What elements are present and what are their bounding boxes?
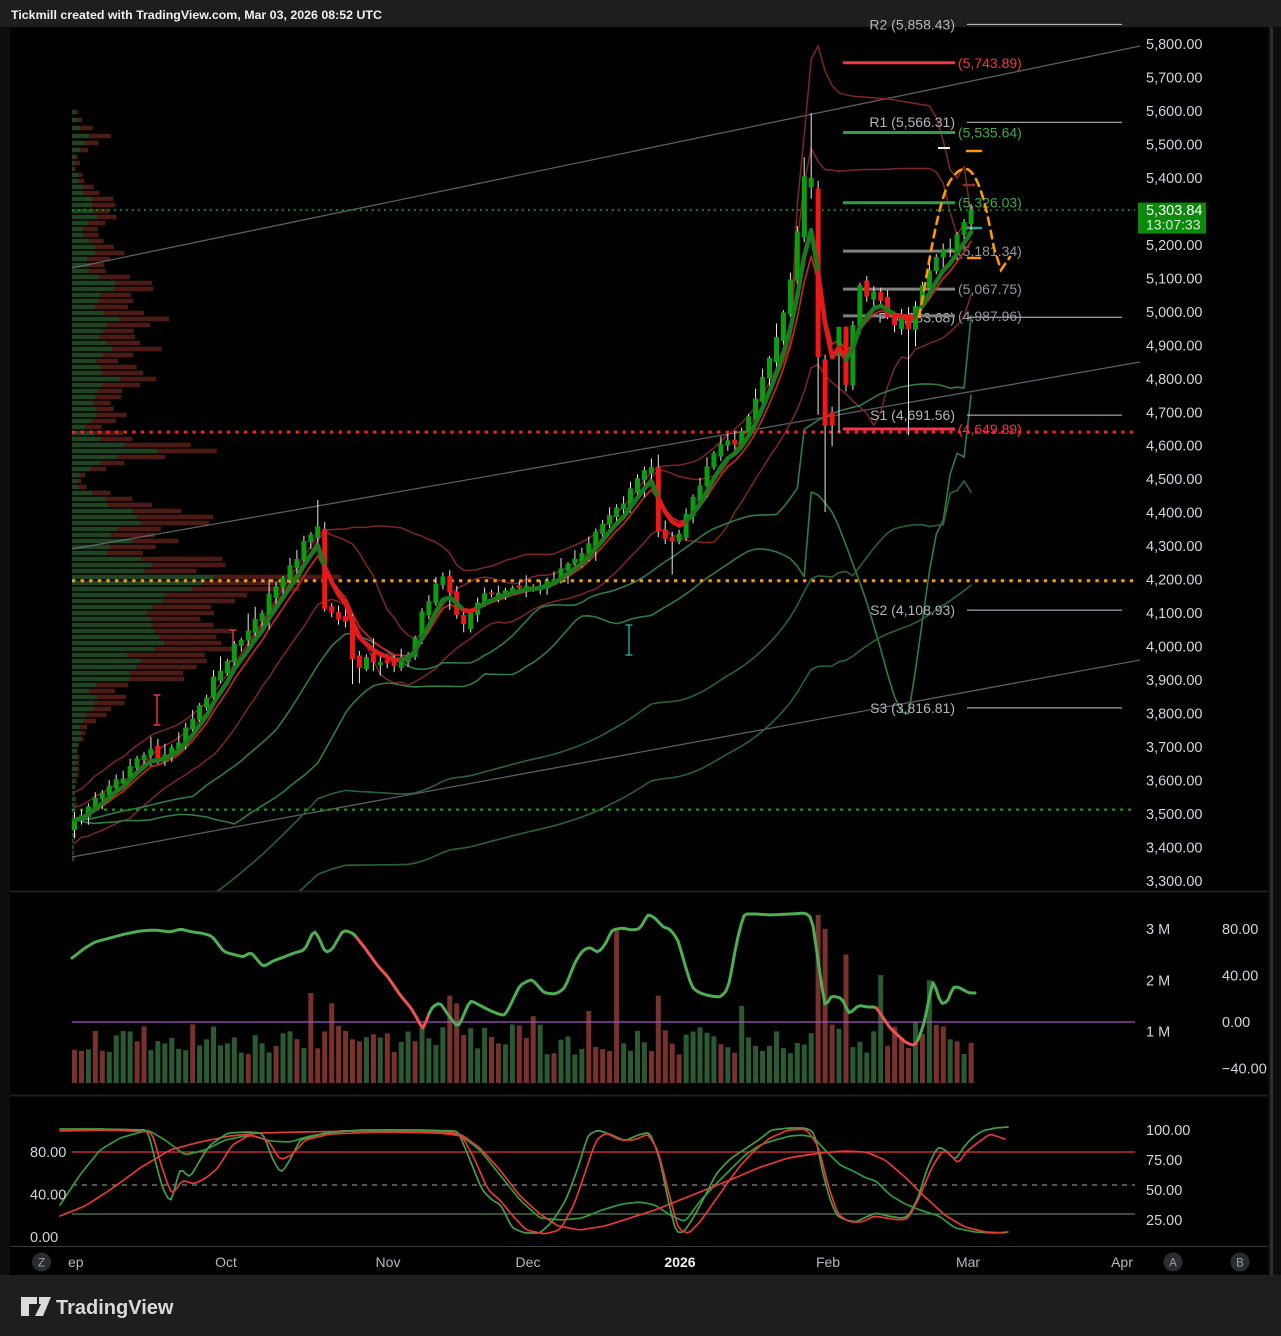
svg-text:3,600.00: 3,600.00 <box>1146 774 1202 790</box>
svg-text:R1 (5,566.31): R1 (5,566.31) <box>869 114 955 130</box>
svg-text:2026: 2026 <box>664 1254 695 1270</box>
svg-text:Feb: Feb <box>816 1254 840 1270</box>
svg-text:R2 (5,858.43): R2 (5,858.43) <box>869 16 955 32</box>
svg-text:5,800.00: 5,800.00 <box>1146 37 1202 53</box>
svg-text:3,300.00: 3,300.00 <box>1146 874 1202 890</box>
svg-text:Apr: Apr <box>1111 1254 1133 1270</box>
svg-text:−40.00: −40.00 <box>1222 1062 1267 1078</box>
svg-text:(5,067.75): (5,067.75) <box>958 281 1022 297</box>
svg-text:0.00: 0.00 <box>1222 1015 1250 1031</box>
svg-text:TradingView: TradingView <box>56 1297 174 1319</box>
svg-text:4,200.00: 4,200.00 <box>1146 573 1202 589</box>
svg-text:Z: Z <box>38 1258 45 1270</box>
svg-text:5,500.00: 5,500.00 <box>1146 137 1202 153</box>
svg-text:4,600.00: 4,600.00 <box>1146 439 1202 455</box>
svg-text:4,000.00: 4,000.00 <box>1146 640 1202 656</box>
svg-text:80.00: 80.00 <box>30 1145 66 1161</box>
svg-text:4,300.00: 4,300.00 <box>1146 539 1202 555</box>
svg-text:(5,743.89): (5,743.89) <box>958 55 1022 71</box>
svg-text:3,800.00: 3,800.00 <box>1146 707 1202 723</box>
svg-text:A: A <box>1169 1258 1177 1270</box>
svg-text:5,600.00: 5,600.00 <box>1146 104 1202 120</box>
svg-text:S3 (3,816.81): S3 (3,816.81) <box>870 700 955 716</box>
svg-text:3,900.00: 3,900.00 <box>1146 673 1202 689</box>
svg-text:B: B <box>1236 1258 1244 1270</box>
svg-text:3,700.00: 3,700.00 <box>1146 740 1202 756</box>
svg-text:4,800.00: 4,800.00 <box>1146 372 1202 388</box>
svg-text:40.00: 40.00 <box>30 1188 66 1204</box>
svg-text:4,900.00: 4,900.00 <box>1146 338 1202 354</box>
svg-text:1 M: 1 M <box>1146 1025 1170 1041</box>
svg-text:4,500.00: 4,500.00 <box>1146 472 1202 488</box>
svg-text:ep: ep <box>68 1254 84 1270</box>
svg-text:75.00: 75.00 <box>1146 1153 1182 1169</box>
svg-text:5,100.00: 5,100.00 <box>1146 271 1202 287</box>
svg-text:Nov: Nov <box>376 1254 401 1270</box>
svg-text:50.00: 50.00 <box>1146 1183 1182 1199</box>
svg-text:Oct: Oct <box>215 1254 237 1270</box>
svg-text:3,500.00: 3,500.00 <box>1146 807 1202 823</box>
svg-text:5,000.00: 5,000.00 <box>1146 305 1202 321</box>
svg-text:5,700.00: 5,700.00 <box>1146 71 1202 87</box>
svg-text:4,400.00: 4,400.00 <box>1146 506 1202 522</box>
svg-text:5,400.00: 5,400.00 <box>1146 171 1202 187</box>
svg-text:25.00: 25.00 <box>1146 1213 1182 1229</box>
svg-text:(5,535.64): (5,535.64) <box>958 125 1022 141</box>
svg-text:S2 (4,108.93): S2 (4,108.93) <box>870 602 955 618</box>
svg-text:Tickmill created with TradingV: Tickmill created with TradingView.com, M… <box>11 8 382 22</box>
svg-text:3,400.00: 3,400.00 <box>1146 841 1202 857</box>
svg-text:Dec: Dec <box>516 1254 541 1270</box>
svg-text:40.00: 40.00 <box>1222 969 1258 985</box>
svg-text:Mar: Mar <box>956 1254 980 1270</box>
svg-text:100.00: 100.00 <box>1146 1123 1190 1139</box>
svg-text:3 M: 3 M <box>1146 922 1170 938</box>
svg-text:(5,326.03): (5,326.03) <box>958 195 1022 211</box>
svg-text:2 M: 2 M <box>1146 973 1170 989</box>
svg-text:(5,181.34): (5,181.34) <box>958 243 1022 259</box>
svg-text:13:07:33: 13:07:33 <box>1146 217 1201 233</box>
svg-text:80.00: 80.00 <box>1222 922 1258 938</box>
svg-text:4,100.00: 4,100.00 <box>1146 606 1202 622</box>
svg-text:5,200.00: 5,200.00 <box>1146 238 1202 254</box>
svg-text:5,303.84: 5,303.84 <box>1146 203 1202 219</box>
svg-text:0.00: 0.00 <box>30 1230 58 1246</box>
svg-text:4,700.00: 4,700.00 <box>1146 405 1202 421</box>
svg-text:(4,987.96): (4,987.96) <box>958 308 1022 324</box>
svg-text:S1 (4,691.56): S1 (4,691.56) <box>870 407 955 423</box>
svg-text:(4,649.89): (4,649.89) <box>958 421 1022 437</box>
